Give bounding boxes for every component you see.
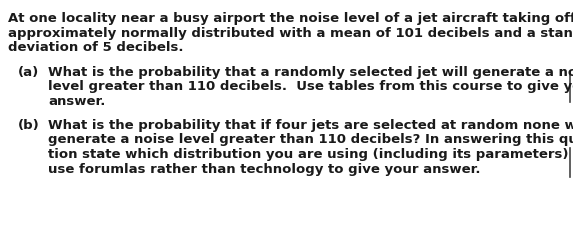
Text: use forumlas rather than technology to give your answer.: use forumlas rather than technology to g… bbox=[48, 163, 481, 175]
Text: (a): (a) bbox=[18, 65, 39, 78]
Text: answer.: answer. bbox=[48, 94, 105, 108]
Text: generate a noise level greater than 110 decibels? In answering this ques-: generate a noise level greater than 110 … bbox=[48, 134, 573, 147]
Text: approximately normally distributed with a mean of 101 decibels and a standard: approximately normally distributed with … bbox=[8, 27, 573, 39]
Text: tion state which distribution you are using (including its parameters) and: tion state which distribution you are us… bbox=[48, 148, 573, 161]
Text: deviation of 5 decibels.: deviation of 5 decibels. bbox=[8, 41, 183, 54]
Text: What is the probability that a randomly selected jet will generate a noise: What is the probability that a randomly … bbox=[48, 65, 573, 78]
Text: At one locality near a busy airport the noise level of a jet aircraft taking off: At one locality near a busy airport the … bbox=[8, 12, 573, 25]
Text: What is the probability that if four jets are selected at random none will: What is the probability that if four jet… bbox=[48, 119, 573, 132]
Text: level greater than 110 decibels.  Use tables from this course to give your: level greater than 110 decibels. Use tab… bbox=[48, 80, 573, 93]
Text: (b): (b) bbox=[18, 119, 40, 132]
